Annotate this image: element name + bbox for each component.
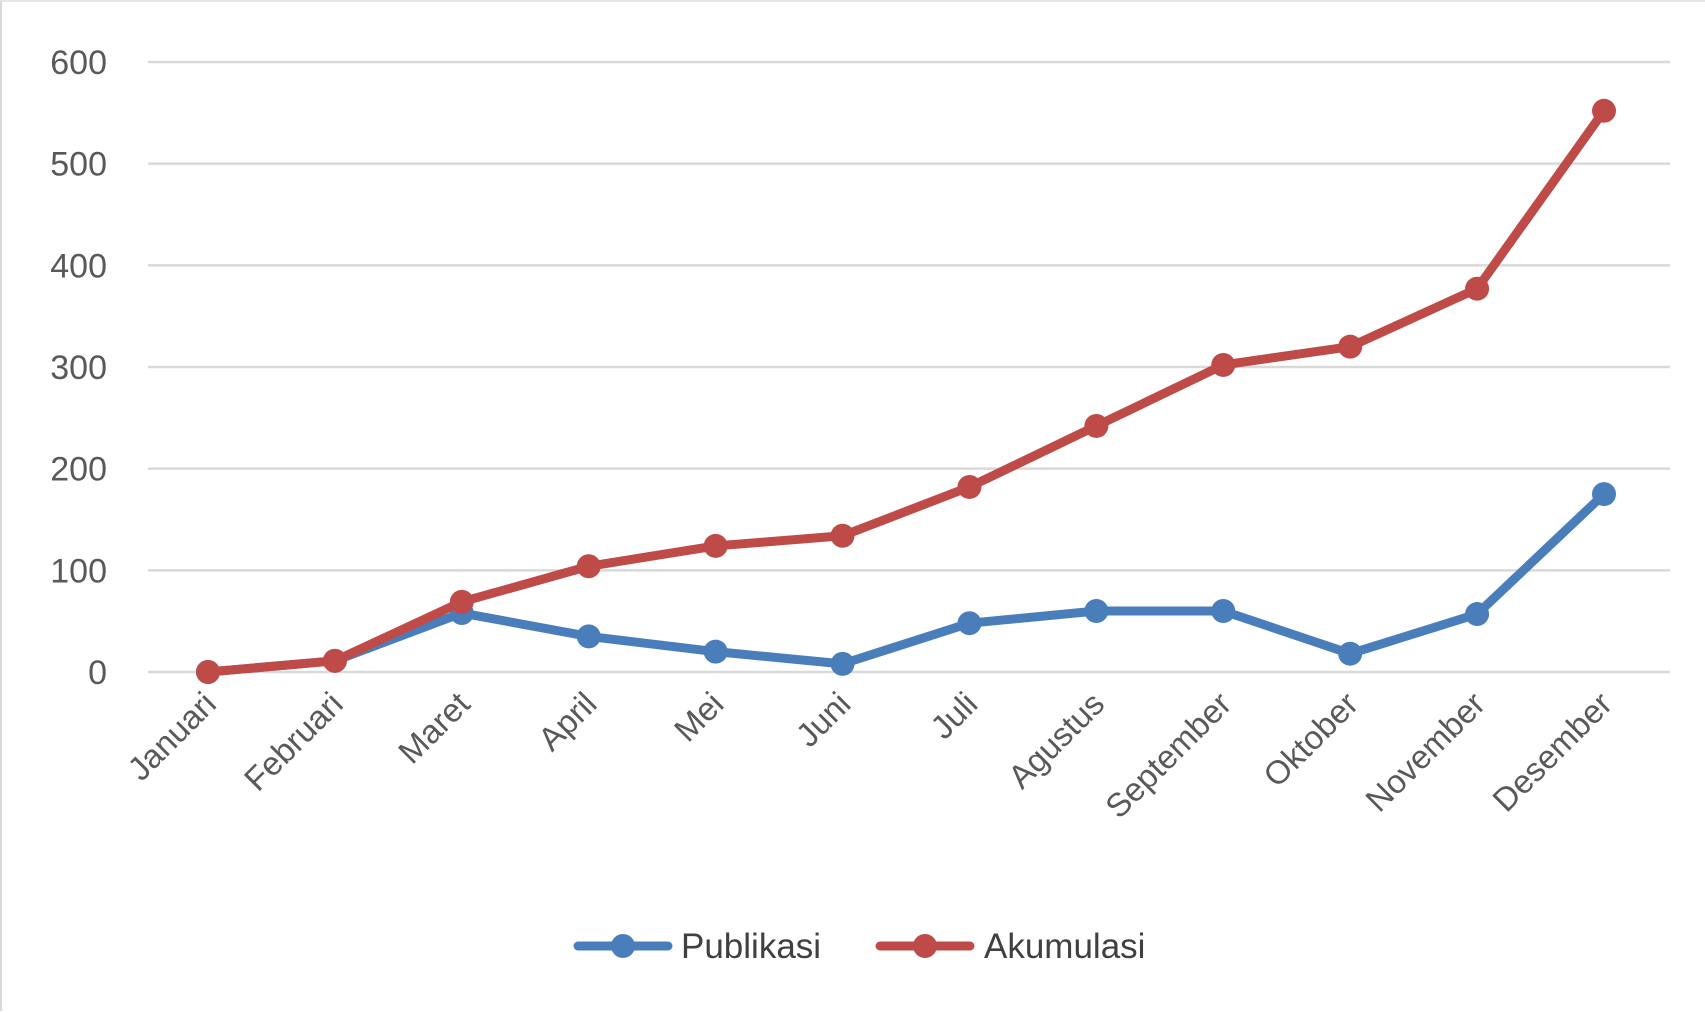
y-tick-label: 0 xyxy=(88,654,107,692)
series-line-akumulasi xyxy=(203,106,1609,677)
data-point-publikasi xyxy=(957,611,982,636)
x-tick-label: November xyxy=(1358,685,1492,819)
x-axis-ticks: Januari Februari Maret April Mei Juni Juli Agus… xyxy=(120,685,1619,825)
legend-label-akumulasi: Akumulasi xyxy=(984,927,1145,966)
series-line-publikasi xyxy=(203,489,1609,677)
data-point-akumulasi xyxy=(703,533,728,558)
y-axis-ticks: 0 100 200 300 400 500 600 xyxy=(50,44,107,692)
x-tick-label: Oktober xyxy=(1256,685,1365,794)
data-point-akumulasi xyxy=(449,589,474,614)
legend-marker-publikasi xyxy=(611,934,635,958)
data-point-publikasi xyxy=(830,651,855,676)
legend: Publikasi Akumulasi xyxy=(573,927,1145,966)
x-tick-label: September xyxy=(1098,685,1238,825)
y-tick-label: 600 xyxy=(50,44,107,82)
series-group xyxy=(196,98,1616,684)
x-tick-label: Desember xyxy=(1485,685,1619,819)
data-point-akumulasi xyxy=(322,648,347,673)
x-tick-label: Agustus xyxy=(1001,685,1111,795)
x-tick-label: Juli xyxy=(923,685,984,746)
data-point-akumulasi xyxy=(1211,352,1236,377)
y-tick-label: 400 xyxy=(50,247,107,285)
data-point-publikasi xyxy=(1465,602,1490,627)
x-tick-label: Juni xyxy=(789,685,858,754)
legend-marker-akumulasi xyxy=(913,934,937,958)
data-point-akumulasi xyxy=(196,660,220,684)
x-tick-label: Mei xyxy=(667,685,731,749)
y-tick-label: 300 xyxy=(50,349,107,387)
data-point-publikasi xyxy=(1084,599,1109,623)
data-point-akumulasi xyxy=(1465,276,1490,301)
data-point-publikasi xyxy=(703,639,728,664)
y-tick-label: 500 xyxy=(50,146,107,184)
x-tick-label: Januari xyxy=(120,685,223,788)
data-point-publikasi xyxy=(1338,641,1363,666)
data-point-akumulasi xyxy=(1084,413,1109,438)
x-tick-label: Maret xyxy=(391,685,477,771)
data-point-akumulasi xyxy=(576,554,601,579)
y-tick-label: 200 xyxy=(50,451,107,489)
legend-label-publikasi: Publikasi xyxy=(681,927,821,966)
x-tick-label: Februari xyxy=(237,685,350,798)
data-point-akumulasi xyxy=(957,474,982,499)
y-tick-label: 100 xyxy=(50,552,107,590)
data-point-akumulasi xyxy=(830,523,855,548)
data-point-akumulasi xyxy=(1338,334,1363,359)
data-point-publikasi xyxy=(1592,482,1616,507)
x-tick-label: April xyxy=(531,685,604,758)
data-point-publikasi xyxy=(576,624,601,649)
gridlines xyxy=(148,60,1670,674)
data-point-publikasi xyxy=(1211,599,1236,623)
data-point-akumulasi xyxy=(1592,98,1616,123)
